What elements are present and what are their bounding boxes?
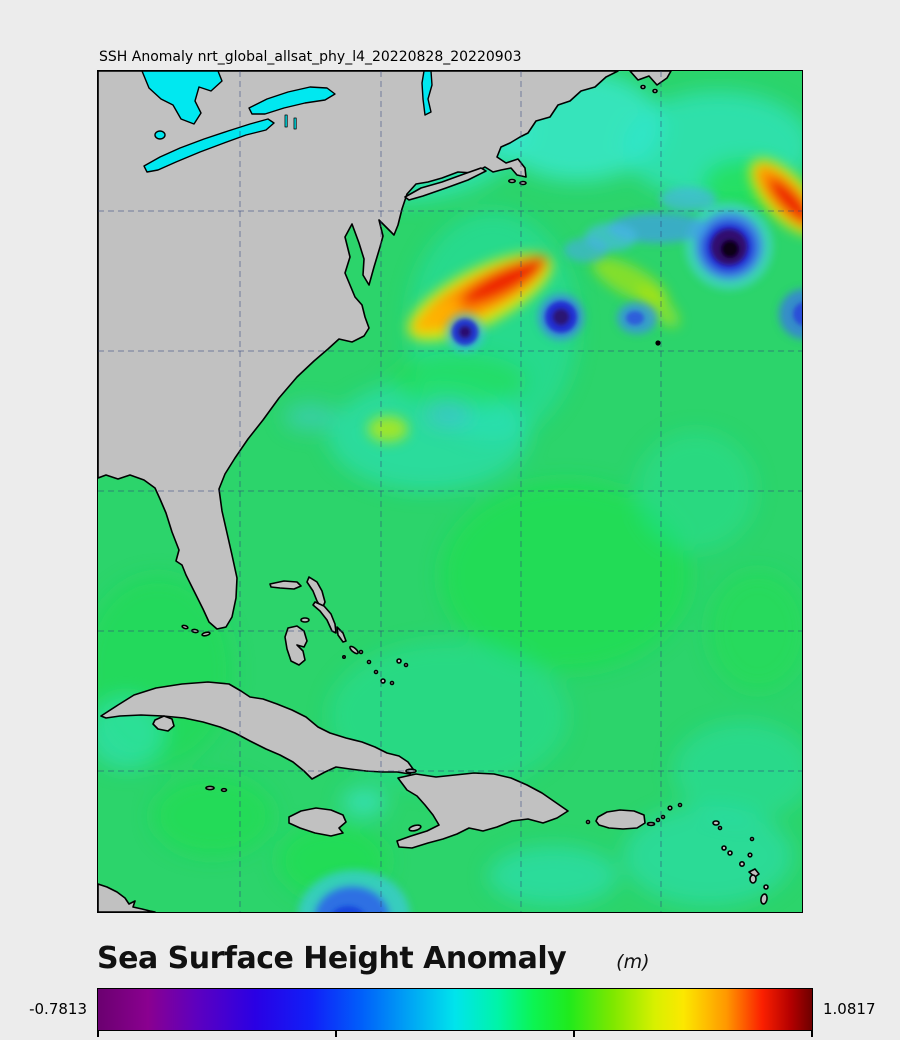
land-yucatan-corner: [98, 883, 156, 912]
lake-st-clair: [154, 130, 166, 140]
legend-unit-label: (m): [616, 951, 650, 973]
eddy-cores: [332, 229, 802, 912]
land-puerto-rico: [595, 809, 646, 830]
land-isle-of-youth: [152, 715, 175, 732]
lake-huron-georgian-bay: [141, 71, 223, 125]
colorbar-max-label: 1.0817: [823, 1000, 876, 1018]
lake-champlain: [421, 71, 433, 116]
land-grand-cayman: [205, 785, 215, 791]
colorbar-tick: [573, 1031, 576, 1037]
land-jamaica: [288, 807, 347, 837]
colorbar-min-label: -0.7813: [29, 1000, 87, 1018]
legend-heading: Sea Surface Height Anomaly: [97, 941, 567, 976]
colorbar-tick: [97, 1031, 99, 1037]
cold-eddies: [298, 187, 802, 912]
legend-heading-row: Sea Surface Height Anomaly (m): [97, 941, 650, 976]
colorbar-ticks: [97, 1030, 813, 1037]
lake-erie: [143, 118, 275, 173]
map-title: SSH Anomaly nrt_global_allsat_phy_l4_202…: [99, 49, 522, 65]
map-gridlines: [98, 71, 802, 912]
map-svg: [98, 71, 802, 912]
land-bermuda: [655, 340, 661, 346]
colorbar-gradient: [98, 989, 812, 1030]
colorbar-tick: [334, 1031, 337, 1037]
colorbar: [97, 988, 813, 1037]
land-lesser-antilles: [655, 802, 769, 905]
map-plot-area: [97, 70, 803, 913]
colorbar-tick: [811, 1031, 813, 1037]
great-lakes: [141, 71, 433, 173]
gulf-stream-warm-streaks: [368, 158, 802, 442]
land-long-island: [404, 167, 487, 201]
lake-ontario: [248, 86, 336, 115]
land-hispaniola: [396, 772, 569, 849]
